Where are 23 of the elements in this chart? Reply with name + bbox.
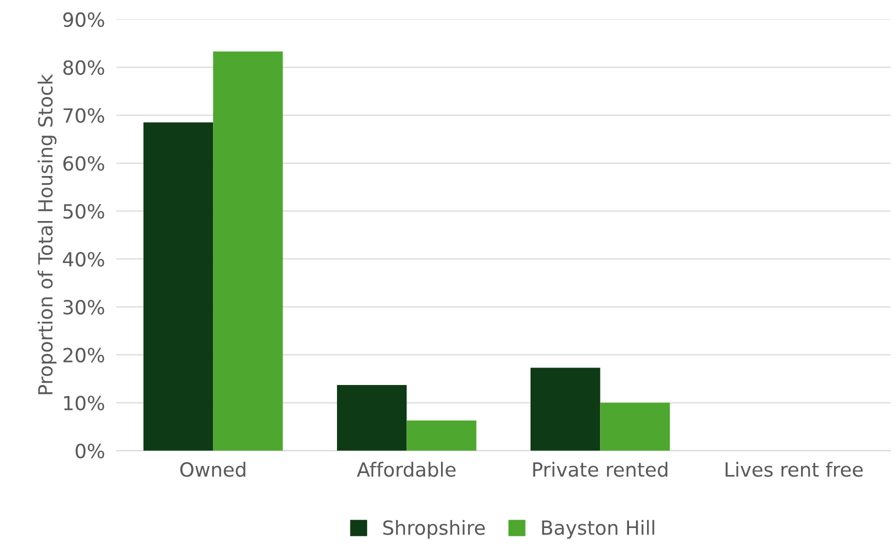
- legend-label: Bayston Hill: [542, 520, 654, 539]
- y-axis-title: Proportion of Total Housing Stock: [38, 74, 56, 394]
- bar: [143, 122, 214, 451]
- bar: [336, 385, 407, 451]
- y-tick-label: 10%: [64, 396, 104, 410]
- y-tick-label: 0%: [76, 444, 104, 458]
- x-tick-label: Affordable: [356, 462, 456, 477]
- y-tick-label: 60%: [63, 156, 104, 171]
- y-tick-label: 90%: [63, 12, 104, 28]
- y-tick-label: 40%: [62, 252, 104, 267]
- bar: [213, 51, 283, 451]
- bar: [530, 368, 600, 451]
- y-tick-label: 80%: [63, 60, 104, 75]
- y-tick-label: 30%: [64, 300, 104, 315]
- y-tick-label: 20%: [63, 348, 104, 363]
- legend-label: Shropshire: [383, 520, 485, 539]
- x-tick-label: Owned: [180, 462, 246, 477]
- bar: [600, 402, 670, 451]
- y-tick-label: 70%: [64, 108, 104, 123]
- bar: [406, 420, 476, 451]
- y-tick-label: 50%: [64, 204, 104, 219]
- x-tick-label: Private rented: [533, 462, 668, 477]
- x-tick-label: Lives rent free: [726, 462, 863, 477]
